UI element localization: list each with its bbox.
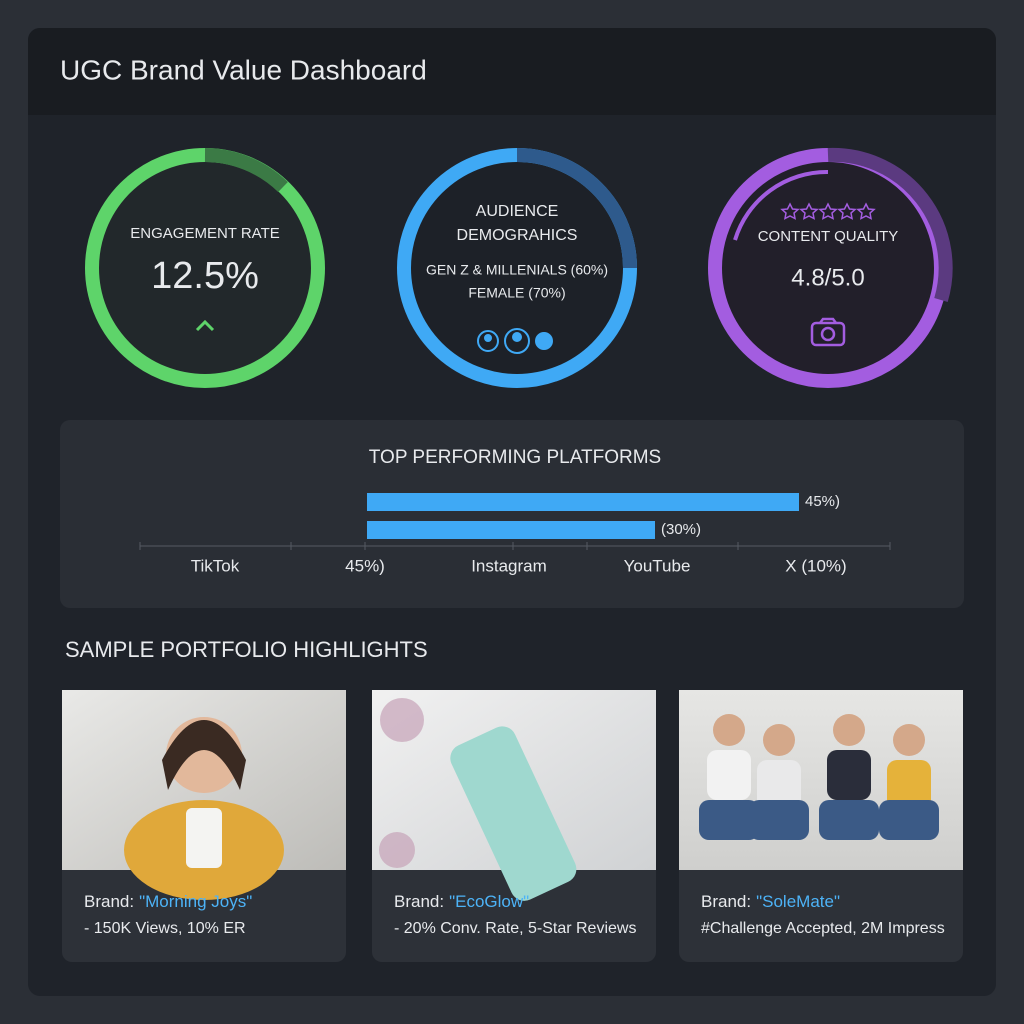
title: UGC Brand Value Dashboard <box>60 54 427 85</box>
stars <box>780 202 876 220</box>
photo-shape <box>879 800 939 840</box>
bar-label: (30%) <box>661 521 701 538</box>
people-icon <box>477 328 553 354</box>
brand-name: "EcoGlow" <box>449 892 529 911</box>
photo-shape <box>819 800 879 840</box>
photo-shape <box>186 808 222 868</box>
platforms-panel <box>60 420 964 608</box>
photo-shape <box>450 726 577 901</box>
photo-shape <box>379 832 415 868</box>
card: Brand: "EcoGlow" - 20% Conv. Rate, 5-Star … <box>372 690 656 962</box>
photo-shape <box>833 714 865 746</box>
brand-prefix: Brand: <box>84 892 134 911</box>
brand-name: "Morning Joys" <box>139 892 252 911</box>
card-title: Brand: "Morning Joys" <box>84 892 252 911</box>
photo-shape <box>380 698 424 742</box>
metric-line: FEMALE (70%) <box>468 285 565 301</box>
card-title: Brand: "SoleMate" <box>701 892 840 911</box>
bars: 45%) (30%) TikTok 45%) Instagram YouTube X (10… <box>139 493 891 575</box>
photo-shape <box>827 750 871 800</box>
brand-prefix: Brand: <box>394 892 444 911</box>
photo-shape <box>893 724 925 756</box>
photo-shape <box>699 800 759 840</box>
metric-label: ENGAGEMENT RATE <box>130 225 279 242</box>
brand-prefix: Brand: <box>701 892 751 911</box>
card: Brand: "Morning Joys" - 150K Views, 10% ER <box>62 690 346 962</box>
photo-shape <box>763 724 795 756</box>
axis-label: 45%) <box>345 556 385 575</box>
metric-value: 12.5% <box>151 255 259 297</box>
ring-remainder <box>827 147 953 302</box>
cards: Brand: "Morning Joys" - 150K Views, 10% ER… <box>62 690 963 962</box>
card-detail: #Challenge Accepted, 2M Impress <box>701 920 945 937</box>
camera-icon <box>810 317 846 347</box>
metric-value: 4.8/5.0 <box>791 264 864 291</box>
photo-shape <box>887 760 931 810</box>
card: Brand: "SoleMate" #Challenge Accepted, 2M … <box>679 690 963 962</box>
inner-arc <box>733 169 829 241</box>
photo-shape <box>713 714 745 746</box>
metric-line: GEN Z & MILLENIALS (60%) <box>426 262 608 278</box>
photo-shape <box>162 720 246 790</box>
metric-label: AUDIENCE DEMOGRAHICS <box>456 203 578 244</box>
axis-label: TikTok <box>191 556 240 575</box>
trend-icon <box>195 319 215 332</box>
bar <box>367 521 655 539</box>
photo-shape <box>757 760 801 810</box>
photo-shape <box>749 800 809 840</box>
card-detail: - 20% Conv. Rate, 5-Star Reviews <box>394 920 636 937</box>
brand-name: "SoleMate" <box>756 892 840 911</box>
section-title: SAMPLE PORTFOLIO HIGHLIGHTS <box>65 637 428 662</box>
axis-label: YouTube <box>624 556 691 575</box>
section-title: TOP PERFORMING PLATFORMS <box>369 447 661 468</box>
photo-shape <box>707 750 751 800</box>
bar-label: 45%) <box>805 493 840 510</box>
bar <box>367 493 799 511</box>
card-title: Brand: "EcoGlow" <box>394 892 529 911</box>
metric-label: CONTENT QUALITY <box>758 228 899 245</box>
axis-label: Instagram <box>471 556 547 575</box>
card-detail: - 150K Views, 10% ER <box>84 920 246 937</box>
ring-remainder <box>204 148 288 193</box>
metric-label-box: AUDIENCE DEMOGRAHICS <box>456 203 578 244</box>
axis-label: X (10%) <box>785 556 846 575</box>
ring-remainder <box>516 148 637 269</box>
header-bar <box>28 28 996 115</box>
